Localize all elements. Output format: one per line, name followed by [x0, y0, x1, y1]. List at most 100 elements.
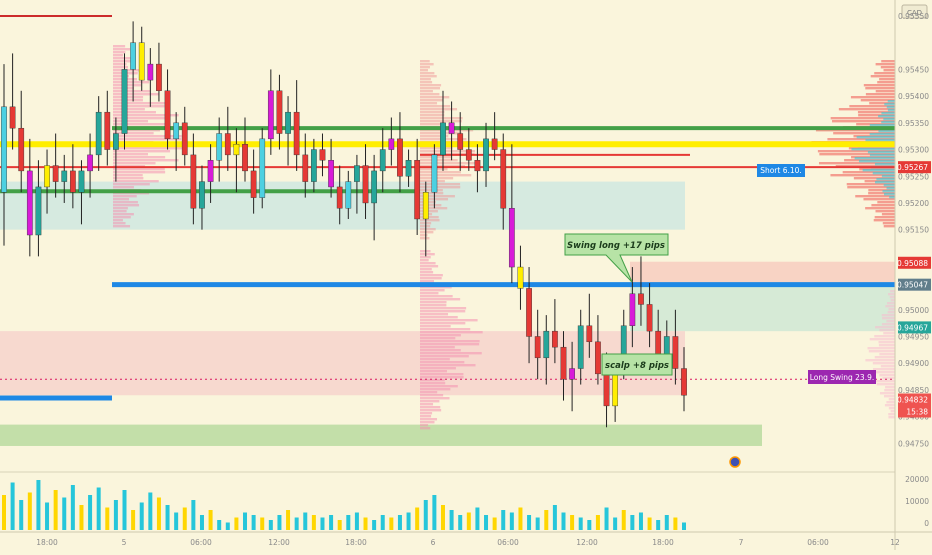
- profile-bar: [420, 93, 440, 96]
- profile-bar: [420, 310, 466, 313]
- profile-bar: [881, 314, 895, 317]
- levels-layer: [0, 15, 895, 401]
- profile-bar: [420, 358, 450, 361]
- profile-bar: [888, 398, 895, 401]
- profile-bar: [886, 106, 895, 109]
- profile-bar: [113, 138, 182, 141]
- profile-bar: [113, 54, 123, 57]
- volume-bars-layer: [0, 471, 895, 530]
- profile-bar: [872, 172, 895, 175]
- price-tick: 0.95150: [898, 226, 929, 235]
- volume-tick: 20000: [905, 475, 929, 484]
- profile-bar: [887, 109, 895, 112]
- candle-body: [336, 186, 343, 209]
- profile-bar: [881, 60, 895, 63]
- profile-bar: [878, 130, 895, 133]
- profile-bar: [827, 138, 895, 141]
- profile-bar: [863, 84, 895, 87]
- profile-bar: [885, 305, 895, 308]
- time-tick: 12:00: [268, 538, 290, 547]
- candle-body: [259, 138, 266, 198]
- profile-bar: [869, 154, 895, 157]
- volume-bar: [320, 517, 325, 530]
- profile-bar: [877, 81, 895, 84]
- profile-bar: [420, 382, 446, 385]
- volume-tick: 0: [924, 519, 929, 528]
- profile-bar: [886, 302, 895, 305]
- volume-bar: [303, 512, 308, 530]
- volume-bar: [354, 512, 359, 530]
- candle-body: [250, 170, 257, 198]
- profile-bar: [888, 413, 895, 416]
- profile-bar: [870, 75, 895, 78]
- profile-bar: [882, 317, 895, 320]
- profile-bar: [879, 374, 895, 377]
- volume-bar: [415, 507, 420, 530]
- candle-body: [328, 160, 334, 188]
- profile-bar: [420, 120, 462, 123]
- volume-bar: [286, 510, 291, 530]
- profile-bar: [420, 96, 450, 99]
- profile-bar: [853, 177, 895, 180]
- profile-bar: [889, 196, 895, 199]
- profile-bar: [420, 325, 451, 328]
- profile-bar: [420, 171, 461, 174]
- label-short-bg: [757, 164, 805, 177]
- profile-bar: [113, 48, 131, 51]
- candle-body: [577, 325, 584, 369]
- volume-bar: [2, 495, 6, 530]
- profile-bar: [113, 168, 165, 171]
- profile-bar: [881, 323, 895, 326]
- profile-bar: [855, 195, 895, 198]
- profile-bar: [889, 296, 895, 299]
- candle-body: [224, 133, 231, 156]
- candle-body: [552, 330, 558, 348]
- profile-bar: [868, 350, 895, 353]
- candle-body: [534, 336, 541, 359]
- time-tick: 18:00: [345, 538, 367, 547]
- volume-bar: [363, 517, 368, 530]
- volume-bar: [656, 520, 661, 530]
- profile-bar: [883, 225, 895, 228]
- volume-bar: [587, 520, 592, 530]
- profile-bar: [849, 105, 895, 108]
- candle-body: [216, 133, 223, 161]
- zone-rect: [0, 331, 685, 396]
- profile-bar: [113, 51, 126, 54]
- candle-body: [638, 293, 644, 305]
- volume-bar: [260, 517, 265, 530]
- profile-bar: [420, 319, 478, 322]
- profile-bar: [888, 407, 895, 410]
- profile-bar: [865, 207, 895, 210]
- profile-bar: [420, 355, 469, 358]
- candle-body: [517, 266, 524, 289]
- profile-bar: [420, 72, 435, 75]
- profile-bar: [878, 115, 895, 118]
- profile-bar: [857, 111, 895, 114]
- profile-bar: [880, 66, 895, 69]
- profile-bar: [420, 412, 433, 415]
- profile-bar: [420, 298, 461, 301]
- time-tick: 06:00: [190, 538, 212, 547]
- profile-bar: [113, 171, 166, 174]
- profile-bar: [113, 60, 134, 63]
- price-badge-bg: [898, 256, 931, 269]
- profile-bar: [854, 157, 895, 160]
- candle-body: [491, 138, 498, 150]
- price-tick: 0.95350: [898, 119, 929, 128]
- profile-bar: [856, 136, 895, 139]
- profile-bar: [420, 192, 444, 195]
- profile-bar: [420, 271, 434, 274]
- volume-bar: [27, 492, 32, 530]
- profile-bar: [874, 181, 895, 184]
- profile-bar: [113, 147, 185, 150]
- volume-bar: [19, 500, 24, 530]
- volume-bar: [96, 487, 101, 530]
- volume-bar: [458, 515, 463, 530]
- candle-body: [681, 368, 687, 396]
- profile-bar: [420, 340, 480, 343]
- volume-bar: [647, 517, 652, 530]
- volume-bar: [329, 515, 334, 530]
